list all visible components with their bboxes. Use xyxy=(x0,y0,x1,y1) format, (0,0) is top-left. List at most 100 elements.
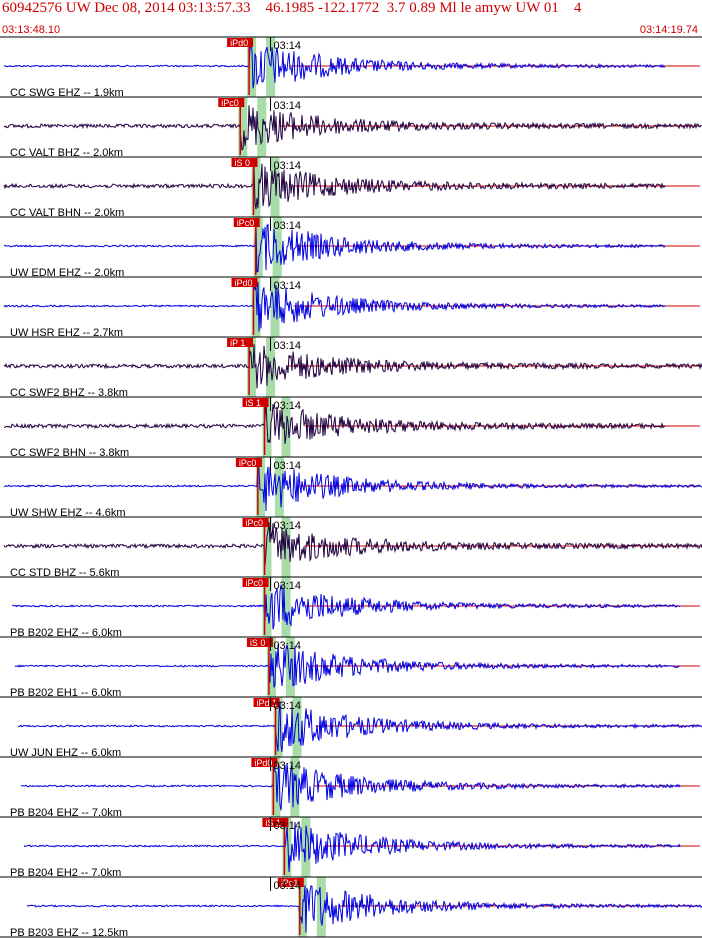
pick-flag xyxy=(242,398,269,407)
pick-label: iPc0 xyxy=(246,578,264,588)
end-time: 03:14:19.74 xyxy=(639,24,698,36)
start-time: 03:13:48.10 xyxy=(2,24,61,36)
pick-label: iS 1 xyxy=(265,818,281,828)
minute-tick-label: 03:14 xyxy=(274,460,302,472)
pick-flag xyxy=(242,578,269,587)
s-window xyxy=(292,697,302,757)
waveform xyxy=(3,522,702,566)
pick-flag xyxy=(253,698,280,707)
p-window xyxy=(247,37,257,97)
s-window xyxy=(266,37,276,97)
station-label: CC STD BHZ -- 5.6km xyxy=(10,567,119,579)
station-label: UW SHW EHZ -- 4.6km xyxy=(10,507,126,519)
event-title: 60942576 UW Dec 08, 2014 03:13:57.33 46.… xyxy=(2,0,582,16)
p-window xyxy=(253,217,263,277)
pick-label: iPd0 xyxy=(234,278,252,288)
waveform xyxy=(3,222,666,273)
station-label: PB B204 EH2 -- 7.0km xyxy=(10,867,121,879)
pick-flag xyxy=(231,158,258,167)
pick-label: iS 1 xyxy=(246,398,262,408)
p-window xyxy=(251,157,261,217)
pick-label: iPd 1 xyxy=(257,698,278,708)
p-window xyxy=(251,277,261,337)
p-window xyxy=(255,457,265,517)
station-label: UW HSR EHZ -- 2.7km xyxy=(10,327,123,339)
pick-flag xyxy=(242,518,269,527)
minute-tick-label: 03:14 xyxy=(274,220,302,232)
station-label: PB B203 EHZ -- 12.5km xyxy=(10,927,128,938)
pick-flag xyxy=(251,758,278,767)
s-window xyxy=(281,517,291,577)
p-window xyxy=(271,757,281,817)
station-label: CC SWF2 BHZ -- 3.8km xyxy=(10,387,128,399)
s-window xyxy=(270,157,280,217)
pick-flag xyxy=(246,638,273,647)
station-label: PB B204 EHZ -- 7.0km xyxy=(10,807,122,819)
station-label: PB B202 EHZ -- 6.0km xyxy=(10,627,122,639)
waveform xyxy=(3,105,702,151)
pick-label: iPd0 xyxy=(230,38,248,48)
pick-flag xyxy=(235,458,262,467)
s-window xyxy=(272,217,282,277)
p-window xyxy=(238,97,248,157)
minute-tick-label: 03:14 xyxy=(274,280,302,292)
pick-label: iPc0 xyxy=(237,218,255,228)
waveform xyxy=(14,644,681,688)
pick-flag xyxy=(233,218,260,227)
minute-tick-label: 03:14 xyxy=(274,580,302,592)
pick-label: iPc0 xyxy=(246,518,264,528)
s-window xyxy=(274,457,284,517)
pick-label: iP 1 xyxy=(230,338,245,348)
minute-tick-label: 03:14 xyxy=(274,820,302,832)
station-label: CC SWF2 BHN -- 3.8km xyxy=(10,447,129,459)
minute-tick-label: 03:14 xyxy=(274,760,302,772)
minute-tick-label: 03:14 xyxy=(274,160,302,172)
station-label: CC VALT BHZ -- 2.0km xyxy=(10,147,123,159)
pick-flag xyxy=(231,278,258,287)
p-window xyxy=(273,697,283,757)
waveform xyxy=(3,458,702,512)
waveform xyxy=(17,701,702,753)
s-window xyxy=(281,577,291,637)
waveform xyxy=(23,821,681,872)
waveform xyxy=(20,763,681,811)
pick-flag xyxy=(277,878,304,887)
waveform xyxy=(11,584,681,630)
minute-tick-label: 03:14 xyxy=(274,700,302,712)
s-window xyxy=(290,757,300,817)
pick-label: iPc0 xyxy=(221,98,239,108)
minute-tick-label: 03:14 xyxy=(274,520,302,532)
station-label: UW JUN EHZ -- 6.0km xyxy=(10,747,121,759)
station-label: CC SWG EHZ -- 1.9km xyxy=(10,87,124,99)
waveform xyxy=(3,344,702,389)
waveform xyxy=(3,163,666,210)
minute-tick-label: 03:14 xyxy=(274,340,302,352)
pick-label: iPc0 xyxy=(239,458,257,468)
pick-flag xyxy=(218,98,245,107)
minute-tick-label: 03:14 xyxy=(274,640,302,652)
pick-label: iS 0 xyxy=(250,638,266,648)
waveform xyxy=(3,44,666,89)
station-label: UW EDM EHZ -- 2.0km xyxy=(10,267,124,279)
station-label: PB B202 EH1 -- 6.0km xyxy=(10,687,121,699)
s-window xyxy=(316,877,326,937)
pick-label: iPc1 xyxy=(281,878,299,888)
minute-tick-label: 03:14 xyxy=(274,880,302,892)
pick-flag xyxy=(262,818,289,827)
waveform xyxy=(3,280,666,332)
waveform xyxy=(3,400,666,444)
pick-label: iS 0 xyxy=(234,158,250,168)
p-window xyxy=(282,817,292,877)
pick-flag xyxy=(227,38,254,47)
minute-tick-label: 03:14 xyxy=(274,400,302,412)
minute-tick-label: 03:14 xyxy=(274,40,302,52)
station-label: CC VALT BHN -- 2.0km xyxy=(10,207,124,219)
minute-tick-label: 03:14 xyxy=(274,100,302,112)
p-window xyxy=(262,517,272,577)
pick-flag xyxy=(227,338,254,347)
pick-label: iPd0 xyxy=(254,758,272,768)
s-window xyxy=(257,97,267,157)
waveform xyxy=(26,885,702,933)
